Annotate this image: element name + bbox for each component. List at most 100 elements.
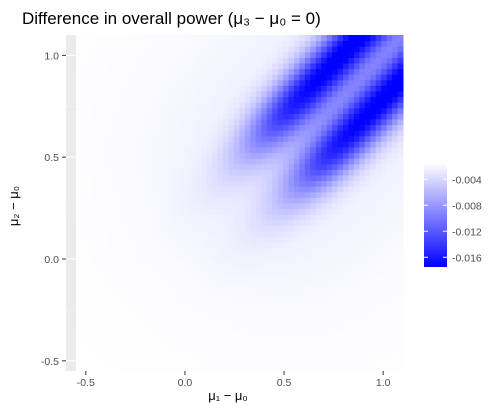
heat-cell [130,320,137,327]
heat-cell [174,326,180,333]
heat-cell [244,253,251,260]
heat-cell [223,231,230,238]
heat-cell [304,287,311,294]
heat-cell [223,141,230,148]
heat-cell [179,158,186,165]
heat-cell [386,141,393,148]
heat-cell [392,348,399,355]
heat-cell [332,259,339,266]
heat-cell [135,186,142,193]
heat-cell [190,264,197,271]
heat-cell [190,147,197,154]
heat-cell [283,119,290,126]
heat-cell [392,40,399,47]
heat-cell [293,74,300,81]
heat-cell [315,91,322,98]
heat-cell [174,180,180,187]
heat-cell [223,214,230,221]
heat-cell [353,292,360,299]
heat-cell [348,337,355,344]
heat-cell [190,46,197,53]
heat-cell [359,63,366,70]
heat-cell [343,281,349,288]
heat-cell [146,337,153,344]
heat-cell [364,354,371,361]
heat-cell [244,186,251,193]
heat-cell [310,79,317,86]
heat-cell [190,130,197,137]
heat-cell [228,107,235,114]
heat-cell [86,236,93,243]
heat-cell [174,247,180,254]
heat-cell [146,163,153,170]
heat-cell [206,303,213,310]
heat-cell [195,275,202,282]
heat-cell [217,281,224,288]
heat-cell [168,337,175,344]
heat-cell [359,292,366,299]
heat-cell [163,51,170,58]
heat-cell [114,264,121,271]
heat-cell [288,326,295,333]
heat-cell [206,96,213,103]
heat-cell [386,147,393,154]
x-axis-title: μ₁ − μ₀ [208,388,248,403]
heat-cell [381,186,388,193]
heat-cell [370,219,377,226]
heat-cell [255,175,262,182]
heat-cell [315,303,322,310]
heat-cell [130,281,137,288]
heat-cell [397,186,404,193]
heat-cell [114,68,121,75]
heat-cell [206,79,213,86]
heat-cell [299,40,306,47]
heat-cell [353,303,360,310]
heat-cell [157,102,164,109]
heat-cell [370,74,377,81]
heat-cell [174,315,180,322]
heat-cell [168,214,175,221]
heat-cell [217,242,224,249]
heat-cell [326,96,333,103]
heat-cell [212,191,219,198]
heat-cell [212,242,219,249]
heat-cell [348,91,355,98]
heat-cell [195,298,202,305]
heat-cell [370,281,377,288]
heat-cell [141,186,148,193]
heat-cell [348,130,355,137]
heat-cell [223,253,230,260]
heat-cell [261,169,268,176]
heat-cell [141,158,148,165]
heat-cell [75,270,82,277]
heat-cell [86,152,93,159]
heat-cell [343,219,349,226]
heat-cell [168,158,175,165]
heat-cell [212,186,219,193]
heat-cell [353,315,360,322]
heat-cell [381,79,388,86]
heat-cell [364,348,371,355]
heat-cell [223,68,230,75]
heat-cell [157,343,164,350]
heat-cell [364,40,371,47]
heat-cell [343,135,349,142]
heat-cell [381,348,388,355]
heat-cell [146,270,153,277]
heat-cell [348,74,355,81]
heat-cell [124,208,131,215]
heat-cell [381,225,388,232]
heat-cell [114,315,121,322]
heat-cell [397,135,404,142]
heat-cell [293,247,300,254]
heat-cell [157,152,164,159]
heat-cell [114,303,121,310]
heat-cell [250,203,257,210]
heat-cell [261,348,268,355]
heat-cell [86,186,93,193]
heat-cell [332,91,339,98]
heat-cell [75,191,82,198]
heat-cell [381,130,388,137]
heat-cell [163,219,170,226]
heat-cell [184,281,191,288]
